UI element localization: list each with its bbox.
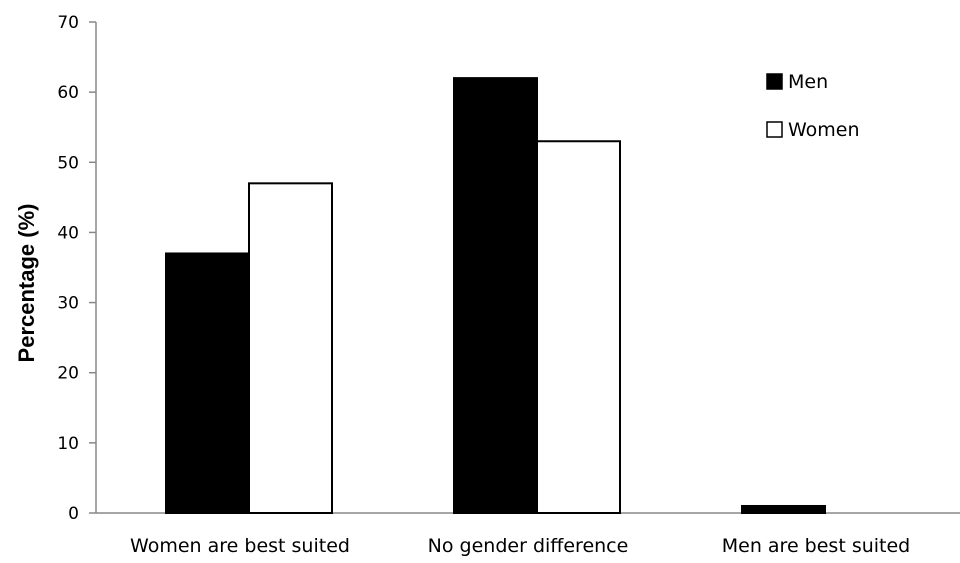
y-tick-label: 30 [57,294,79,314]
legend-label-women: Women [788,119,860,141]
y-tick-label: 0 [68,504,79,524]
y-tick-label: 60 [57,83,79,103]
y-tick-label: 70 [57,13,79,33]
y-axis-title: Percentage (%) [14,204,39,363]
category-label: Men are best suited [722,535,911,557]
y-tick-label: 10 [57,434,79,454]
category-label: Women are best suited [130,535,350,557]
y-tick-label: 40 [57,223,79,243]
legend: Men Women [766,71,860,141]
legend-swatch-men [766,73,783,90]
y-tick-label: 50 [57,153,79,173]
category-label: No gender difference [428,535,629,557]
y-tick-label: 20 [57,364,79,384]
bar-men-2 [741,504,826,515]
legend-label-men: Men [788,71,828,93]
y-ticks: 0 10 20 30 40 50 60 70 [57,13,96,524]
category-labels: Women are best suited No gender differenc… [130,535,910,557]
bar-men-1 [453,77,538,514]
bar-men-0 [165,252,250,514]
legend-swatch-women [766,121,783,138]
bar-women-1 [536,140,621,514]
bars [165,77,826,515]
bar-women-0 [248,182,333,514]
